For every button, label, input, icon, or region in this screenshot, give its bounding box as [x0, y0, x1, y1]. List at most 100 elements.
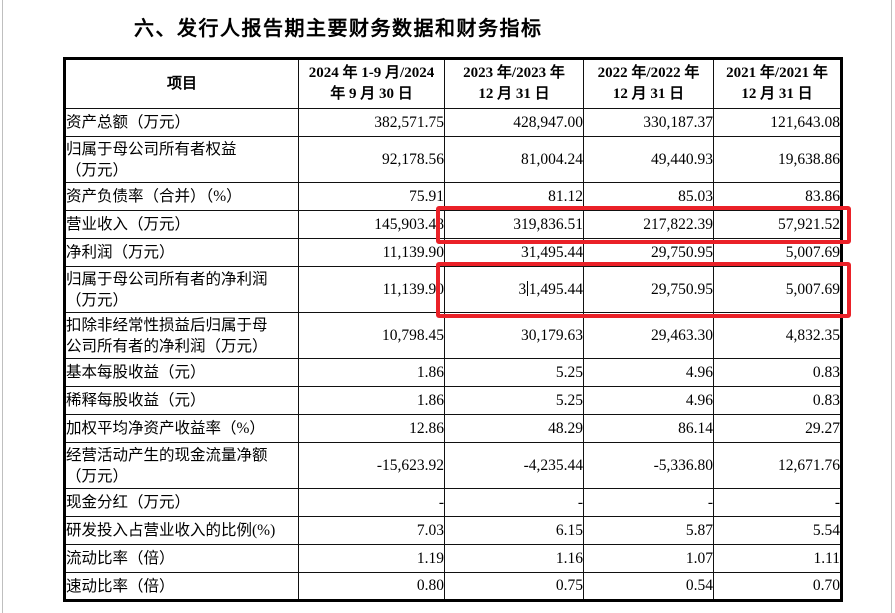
- table-row: 资产总额（万元） 382,571.75 428,947.00 330,187.37 12…: [64, 108, 842, 137]
- value-cell: 217,822.39: [583, 210, 714, 239]
- value-cell: 29,750.95: [583, 238, 714, 267]
- row-label: 加权平均净资产收益率（%）: [64, 414, 299, 443]
- value-cell: -: [444, 488, 584, 517]
- value-cell: 5.25: [444, 386, 584, 415]
- value-cell: 1.07: [583, 544, 714, 573]
- row-label: 扣除非经常性损益后归属于母 公司所有者的净利润（万元）: [64, 312, 299, 359]
- text-cursor: [526, 280, 529, 296]
- table-row: 加权平均净资产收益率（%） 12.86 48.29 86.14 29.27: [64, 414, 842, 443]
- value-cell: 5,007.69: [713, 266, 842, 313]
- financial-table: 项目 2024 年 1-9 月/2024 年 9 月 30 日 2023 年/2…: [63, 57, 843, 602]
- table-row: 净利润（万元） 11,139.90 31,495.44 29,750.95 5,007.…: [64, 238, 842, 267]
- value-cell: 7.03: [298, 516, 445, 545]
- row-label: 稀释每股收益（元）: [64, 386, 299, 415]
- table-row: 归属于母公司所有者的净利润 （万元） 11,139.90 3 1,495.44 29,7…: [64, 266, 842, 313]
- table-row: 流动比率（倍） 1.19 1.16 1.07 1.11: [64, 544, 842, 573]
- value-cell: 0.75: [444, 572, 584, 601]
- value-cell: 85.03: [583, 182, 714, 211]
- value-cell: 4.96: [583, 358, 714, 387]
- value-cell: 5.54: [713, 516, 842, 545]
- value-cell: 86.14: [583, 414, 714, 443]
- value-cell: 12.86: [298, 414, 445, 443]
- value-cell: 1.86: [298, 358, 445, 387]
- value-cell: 5.25: [444, 358, 584, 387]
- value-cell: 92,178.56: [298, 136, 445, 183]
- value-cell: 1.11: [713, 544, 842, 573]
- value-cell: -15,623.92: [298, 442, 445, 489]
- table-row: 扣除非经常性损益后归属于母 公司所有者的净利润（万元） 10,798.45 30,1…: [64, 312, 842, 359]
- table-row: 营业收入（万元） 145,903.48 319,836.51 217,822.39 57…: [64, 210, 842, 239]
- value-cell: 29,750.95: [583, 266, 714, 313]
- table-row: 经营活动产生的现金流量净额 （万元） -15,623.92 -4,235.44 -5,…: [64, 442, 842, 489]
- value-cell: 83.86: [713, 182, 842, 211]
- column-header-period-2024: 2024 年 1-9 月/2024 年 9 月 30 日: [298, 58, 445, 109]
- row-label: 基本每股收益（元）: [64, 358, 299, 387]
- value-cell: 0.80: [298, 572, 445, 601]
- table-row: 速动比率（倍） 0.80 0.75 0.54 0.70: [64, 572, 842, 601]
- column-header-period-2022: 2022 年/2022 年 12 月 31 日: [583, 58, 714, 109]
- row-label: 资产总额（万元）: [64, 108, 299, 137]
- value-cell: 19,638.86: [713, 136, 842, 183]
- column-header-period-2023: 2023 年/2023 年 12 月 31 日: [444, 58, 584, 109]
- value-cell: -: [583, 488, 714, 517]
- value-cell: 49,440.93: [583, 136, 714, 183]
- value-cell: -4,235.44: [444, 442, 584, 489]
- table-row: 基本每股收益（元） 1.86 5.25 4.96 0.83: [64, 358, 842, 387]
- row-label: 净利润（万元）: [64, 238, 299, 267]
- value-cell: -5,336.80: [583, 442, 714, 489]
- row-label: 归属于母公司所有者权益 （万元）: [64, 136, 299, 183]
- value-cell: 81,004.24: [444, 136, 584, 183]
- value-cell: 0.54: [583, 572, 714, 601]
- row-label: 现金分红（万元）: [64, 488, 299, 517]
- row-label: 速动比率（倍）: [64, 572, 299, 601]
- header-row: 项目 2024 年 1-9 月/2024 年 9 月 30 日 2023 年/2…: [64, 58, 842, 109]
- value-cell: 10,798.45: [298, 312, 445, 359]
- value-cell: 1.19: [298, 544, 445, 573]
- value-cell: 145,903.48: [298, 210, 445, 239]
- value-cell: 11,139.90: [298, 238, 445, 267]
- table-row: 研发投入占营业收入的比例(%) 7.03 6.15 5.87 5.54: [64, 516, 842, 545]
- value-cell: 31,495.44: [444, 238, 584, 267]
- page-edge-left: [2, 0, 3, 613]
- page-edge-right: [891, 0, 892, 613]
- value-cell: 1.16: [444, 544, 584, 573]
- value-cell: 29.27: [713, 414, 842, 443]
- value-cell: 48.29: [444, 414, 584, 443]
- value-cell: 121,643.08: [713, 108, 842, 137]
- value-cell: 57,921.52: [713, 210, 842, 239]
- value-cell: 428,947.00: [444, 108, 584, 137]
- value-cell: 330,187.37: [583, 108, 714, 137]
- value-cell: 29,463.30: [583, 312, 714, 359]
- section-title: 六、发行人报告期主要财务数据和财务指标: [134, 18, 543, 40]
- row-label: 研发投入占营业收入的比例(%): [64, 516, 299, 545]
- value-cell: 5,007.69: [713, 238, 842, 267]
- value-cell: 6.15: [444, 516, 584, 545]
- value-cell: 5.87: [583, 516, 714, 545]
- value-cell: 1.86: [298, 386, 445, 415]
- table-row: 资产负债率（合并）（%） 75.91 81.12 85.03 83.86: [64, 182, 842, 211]
- value-cell: 75.91: [298, 182, 445, 211]
- row-label: 归属于母公司所有者的净利润 （万元）: [64, 266, 299, 313]
- column-header-item: 项目: [64, 58, 299, 109]
- value-cell: -: [298, 488, 445, 517]
- value-cell: 0.83: [713, 358, 842, 387]
- column-header-period-2021: 2021 年/2021 年 12 月 31 日: [713, 58, 842, 109]
- value-cell: 0.70: [713, 572, 842, 601]
- value-cell: 4.96: [583, 386, 714, 415]
- row-label: 流动比率（倍）: [64, 544, 299, 573]
- value-cell: 4,832.35: [713, 312, 842, 359]
- table-row: 归属于母公司所有者权益 （万元） 92,178.56 81,004.24 49,440…: [64, 136, 842, 183]
- row-label: 营业收入（万元）: [64, 210, 299, 239]
- value-cell: 30,179.63: [444, 312, 584, 359]
- value-cell: 319,836.51: [444, 210, 584, 239]
- row-label: 资产负债率（合并）（%）: [64, 182, 299, 211]
- table-row: 稀释每股收益（元） 1.86 5.25 4.96 0.83: [64, 386, 842, 415]
- value-cell: 81.12: [444, 182, 584, 211]
- value-cell: 12,671.76: [713, 442, 842, 489]
- value-cell: 382,571.75: [298, 108, 445, 137]
- value-cell: 11,139.90: [298, 266, 445, 313]
- table-row: 现金分红（万元） - - - -: [64, 488, 842, 517]
- value-cell: -: [713, 488, 842, 517]
- row-label: 经营活动产生的现金流量净额 （万元）: [64, 442, 299, 489]
